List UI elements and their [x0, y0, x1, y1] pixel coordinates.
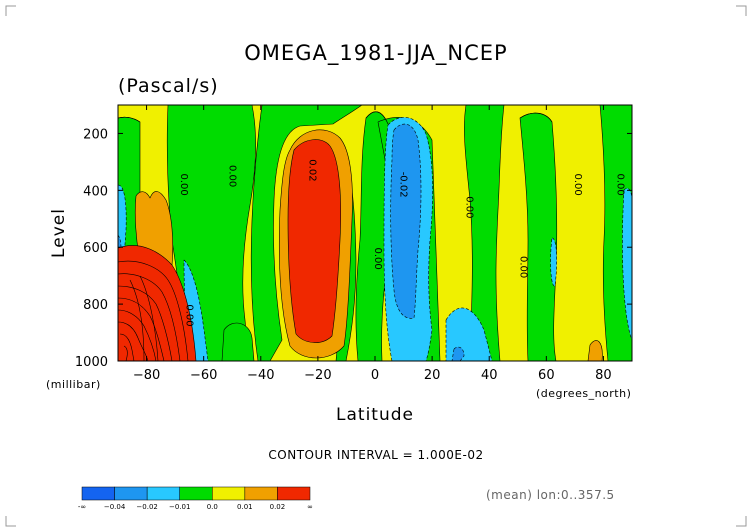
y-axis-units: (millibar): [46, 378, 101, 391]
colorbar-tick-label: 0.0: [207, 503, 218, 511]
zero-contour-lines: [118, 111, 553, 125]
colorbar-tick-label: 0.02: [270, 503, 286, 511]
colorbar-swatch: [212, 486, 246, 501]
colorbar-swatch: [244, 486, 278, 501]
y-tick-label: 200: [83, 127, 108, 142]
x-tick-label: 60: [538, 368, 555, 383]
y-tick-label: 800: [83, 298, 108, 313]
dense-contour-lines: [118, 260, 189, 361]
contour-label: 0.02: [306, 159, 317, 181]
contour-label: 0.00: [572, 174, 583, 196]
colorbar-tick-label: -∞: [78, 503, 86, 511]
colorbar-swatch: [146, 486, 180, 501]
contour-interval: CONTOUR INTERVAL = 1.000E-02: [268, 448, 483, 462]
strong-descent-regions: [118, 139, 341, 361]
x-axis-label: Latitude: [336, 405, 414, 425]
colorbar-swatch: [81, 486, 115, 501]
x-tick-label: −60: [190, 368, 217, 383]
contour-label: -0.02: [398, 172, 409, 198]
colorbar-tick-label: −0.04: [104, 503, 126, 511]
y-tick-label: 400: [83, 184, 108, 199]
x-tick-label: −80: [133, 368, 160, 383]
colorbar-swatch: [179, 486, 213, 501]
x-axis-units: (degrees_north): [536, 387, 631, 400]
x-axis-ticks: −80 −60 −40 −20 0 20 40 60 80: [133, 105, 612, 383]
contour-label: 0.00: [178, 174, 189, 196]
colorbar-tick-label: 0.01: [237, 503, 253, 511]
footer-note: (mean) lon:0..357.5: [486, 488, 615, 502]
x-tick-label: 20: [424, 368, 441, 383]
colorbar-swatch: [277, 486, 311, 501]
x-tick-label: 40: [481, 368, 498, 383]
contour-label: 0.00: [372, 247, 383, 269]
colorbar: -∞ −0.04 −0.02 −0.01 0.0 0.01 0.02 ∞: [78, 486, 313, 511]
contour-label: 0.00: [518, 256, 529, 278]
crop-marks: [5, 5, 747, 527]
x-tick-label: −40: [247, 368, 274, 383]
x-tick-label: −20: [304, 368, 331, 383]
colorbar-tick-label: −0.01: [169, 503, 190, 511]
x-tick-label: 0: [371, 368, 379, 383]
contour-label: 0.00: [184, 304, 195, 326]
y-axis-ticks: 200 400 600 800 1000: [75, 127, 632, 370]
colorbar-tick-label: ∞: [307, 503, 313, 511]
y-axis-label: Level: [49, 208, 69, 258]
contour-label: 0.00: [615, 174, 626, 196]
colorbar-tick-label: −0.02: [136, 503, 157, 511]
x-tick-label: 80: [595, 368, 612, 383]
contour-label: 0.00: [463, 196, 474, 218]
chart-title: OMEGA_1981-JJA_NCEP: [244, 41, 507, 66]
contour-labels: 0.00 0.00 0.02 0.00 -0.02 0.00 0.00 0.00 0.00 0.0…: [178, 159, 626, 326]
colorbar-swatch: [114, 486, 148, 501]
plot-area: [118, 105, 632, 361]
y-tick-label: 1000: [75, 355, 108, 370]
y-tick-label: 600: [83, 241, 108, 256]
contour-label: 0.00: [226, 165, 237, 187]
chart-subtitle: (Pascal/s): [118, 75, 219, 97]
